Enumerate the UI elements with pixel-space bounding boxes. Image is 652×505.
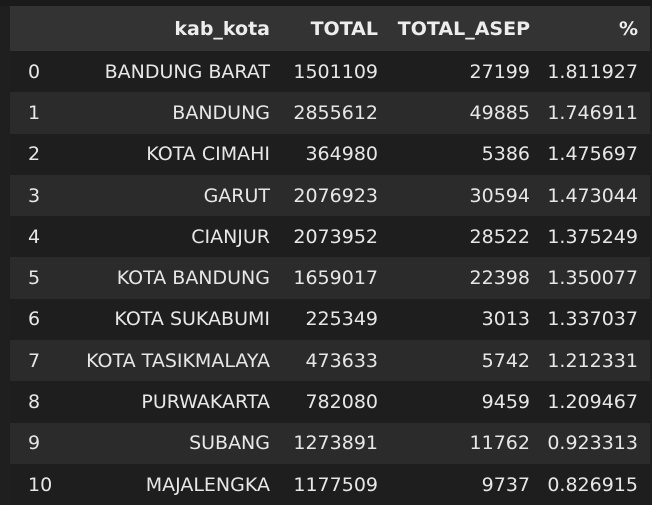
cell-total: 225349 <box>305 308 378 331</box>
cell-kab-kota: KOTA BANDUNG <box>116 267 270 290</box>
table-row: 8 PURWAKARTA 782080 9459 1.209467 <box>10 381 650 423</box>
cell-total: 1501109 <box>293 60 378 83</box>
header-kab-kota: kab_kota <box>64 6 282 51</box>
cell-kab-kota: BANDUNG BARAT <box>104 60 270 83</box>
cell-total: 782080 <box>305 391 378 414</box>
row-index: 7 <box>28 349 41 372</box>
header-total-asep: TOTAL_ASEP <box>390 6 542 51</box>
cell-total: 1659017 <box>293 267 378 290</box>
table-row: 9 SUBANG 1273891 11762 0.923313 <box>10 422 650 464</box>
output-top-strip <box>0 0 652 6</box>
cell-kab-kota: PURWAKARTA <box>141 391 270 414</box>
table-row: 1 BANDUNG 2855612 49885 1.746911 <box>10 92 650 134</box>
dataframe-table: kab_kota TOTAL TOTAL_ASEP % 0 BANDUNG BA… <box>10 6 650 505</box>
cell-kab-kota: SUBANG <box>189 432 270 455</box>
cell-total-asep: 5742 <box>481 349 530 372</box>
cell-percent: 1.337037 <box>547 308 638 331</box>
cell-percent: 1.375249 <box>547 225 638 248</box>
table-row: 6 KOTA SUKABUMI 225349 3013 1.337037 <box>10 298 650 341</box>
cell-total-asep: 3013 <box>481 308 530 331</box>
cell-total-asep: 5386 <box>481 143 530 166</box>
cell-total-asep: 22398 <box>469 267 530 290</box>
cell-kab-kota: KOTA TASIKMALAYA <box>86 349 270 372</box>
row-index: 4 <box>28 225 41 248</box>
cell-total-asep: 49885 <box>469 101 530 124</box>
cell-total-asep: 27199 <box>469 60 530 83</box>
cell-percent: 1.212331 <box>547 349 638 372</box>
cell-kab-kota: GARUT <box>203 184 270 207</box>
cell-total: 2855612 <box>293 101 378 124</box>
row-index: 1 <box>28 101 41 124</box>
cell-total: 1273891 <box>293 432 378 455</box>
cell-total-asep: 28522 <box>469 225 530 248</box>
cell-kab-kota: BANDUNG <box>172 101 270 124</box>
row-index: 10 <box>28 473 53 496</box>
cell-percent: 0.826915 <box>547 473 638 496</box>
table-row: 7 KOTA TASIKMALAYA 473633 5742 1.212331 <box>10 340 650 382</box>
cell-kab-kota: KOTA CIMAHI <box>146 143 270 166</box>
cell-total-asep: 11762 <box>469 432 530 455</box>
row-index: 9 <box>28 432 41 455</box>
cell-total-asep: 30594 <box>469 184 530 207</box>
table-row: 0 BANDUNG BARAT 1501109 27199 1.811927 <box>10 51 650 93</box>
cell-total: 2076923 <box>293 184 378 207</box>
cell-percent: 1.350077 <box>547 267 638 290</box>
cell-percent: 1.209467 <box>547 391 638 414</box>
row-index: 3 <box>28 184 41 207</box>
header-row: kab_kota TOTAL TOTAL_ASEP % <box>10 6 650 51</box>
cell-kab-kota: KOTA SUKABUMI <box>114 308 270 331</box>
cell-total: 1177509 <box>293 473 378 496</box>
table-row: 3 GARUT 2076923 30594 1.473044 <box>10 174 650 217</box>
cell-total: 364980 <box>305 143 378 166</box>
header-total: TOTAL <box>282 6 390 51</box>
cell-percent: 0.923313 <box>547 432 638 455</box>
table-row: 5 KOTA BANDUNG 1659017 22398 1.350077 <box>10 257 650 299</box>
cell-kab-kota: MAJALENGKA <box>145 473 270 496</box>
cell-total-asep: 9459 <box>481 391 530 414</box>
cell-total: 2073952 <box>293 225 378 248</box>
cell-percent: 1.475697 <box>547 143 638 166</box>
cell-percent: 1.746911 <box>547 101 638 124</box>
row-index: 6 <box>28 308 41 331</box>
row-index: 2 <box>28 143 41 166</box>
cell-total-asep: 9737 <box>481 473 530 496</box>
table-row: 4 CIANJUR 2073952 28522 1.375249 <box>10 216 650 258</box>
cell-total: 473633 <box>305 349 378 372</box>
header-index <box>10 6 64 51</box>
row-index: 0 <box>28 60 41 83</box>
row-index: 5 <box>28 267 41 290</box>
row-index: 8 <box>28 391 41 414</box>
table-header: kab_kota TOTAL TOTAL_ASEP % <box>10 6 650 51</box>
cell-kab-kota: CIANJUR <box>191 225 270 248</box>
header-percent: % <box>542 6 650 51</box>
cell-percent: 1.811927 <box>547 60 638 83</box>
table-row: 10 MAJALENGKA 1177509 9737 0.826915 <box>10 463 650 505</box>
table-row: 2 KOTA CIMAHI 364980 5386 1.475697 <box>10 133 650 175</box>
table-body: 0 BANDUNG BARAT 1501109 27199 1.811927 1… <box>10 51 650 505</box>
cell-percent: 1.473044 <box>547 184 638 207</box>
